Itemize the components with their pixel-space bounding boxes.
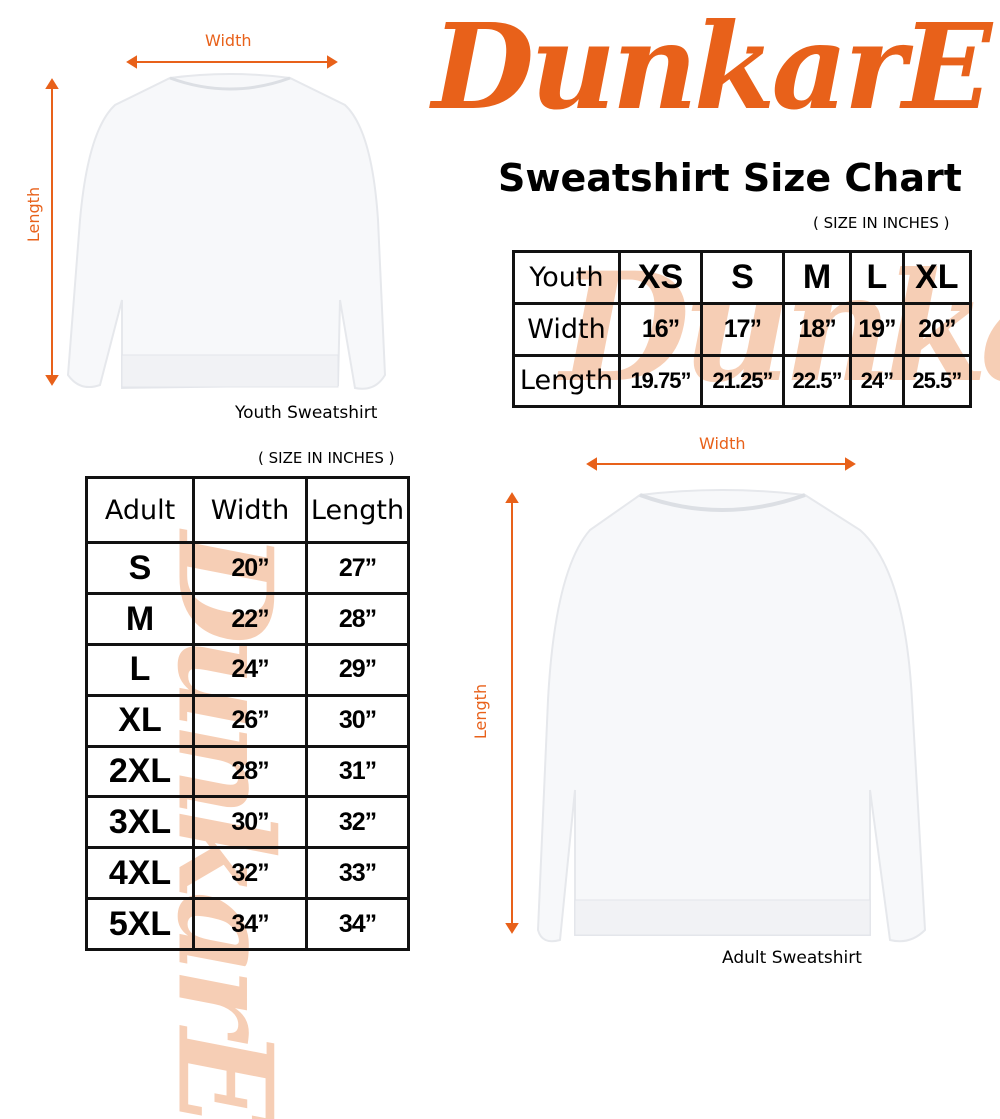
table-cell: 19.75” xyxy=(618,353,703,408)
row-label: S xyxy=(85,541,195,596)
table-row: Width 16” 17” 18” 19” 20” xyxy=(512,302,973,357)
table-cell: 31” xyxy=(305,744,410,799)
adult-units-note: ( SIZE IN INCHES ) xyxy=(258,449,395,467)
adult-length-label: Length xyxy=(471,683,491,740)
table-cell: 33” xyxy=(305,846,410,901)
row-label: Width xyxy=(512,302,621,357)
table-header-row: Youth XS S M L XL xyxy=(512,250,973,305)
header-cell: S xyxy=(699,250,785,305)
table-cell: 27” xyxy=(305,541,410,596)
row-label: L xyxy=(85,643,195,697)
table-header-row: Adult Width Length xyxy=(85,475,410,545)
table-cell: 30” xyxy=(192,795,308,850)
header-cell: L xyxy=(849,250,905,305)
table-cell: 21.25” xyxy=(699,353,785,408)
adult-sweatshirt-illustration xyxy=(505,457,927,943)
adult-size-table: Adult Width Length S 20” 27” M 22” 28” L 24” 29”… xyxy=(85,475,410,951)
table-cell: 24” xyxy=(192,643,308,697)
youth-length-label: Length xyxy=(24,186,44,243)
table-row: XL 26” 30” xyxy=(85,693,410,748)
header-cell: XL xyxy=(901,250,973,305)
table-cell: 28” xyxy=(192,744,308,799)
row-label: 2XL xyxy=(85,744,195,799)
header-cell: XS xyxy=(618,250,703,305)
table-cell: 34” xyxy=(192,897,308,951)
table-cell: 18” xyxy=(781,302,853,357)
youth-length-arrow xyxy=(45,78,59,386)
youth-sweatshirt-illustration xyxy=(45,55,387,390)
adult-length-arrow xyxy=(505,492,519,934)
youth-width-arrow xyxy=(126,55,338,69)
table-cell: 26” xyxy=(192,693,308,748)
table-row: Length 19.75” 21.25” 22.5” 24” 25.5” xyxy=(512,353,973,408)
brand-logo: DunkarE xyxy=(431,0,992,136)
youth-size-table: Youth XS S M L XL Width 16” 17” 18” 19” … xyxy=(512,250,973,408)
table-cell: 22” xyxy=(192,592,308,646)
row-label: Length xyxy=(512,353,621,408)
table-cell: 28” xyxy=(305,592,410,646)
row-label: 5XL xyxy=(85,897,195,951)
table-cell: 25.5” xyxy=(901,353,973,408)
youth-width-label: Width xyxy=(205,31,252,50)
row-label: M xyxy=(85,592,195,646)
header-cell: Width xyxy=(192,475,308,545)
table-row: M 22” 28” xyxy=(85,592,410,646)
table-row: L 24” 29” xyxy=(85,643,410,697)
adult-width-arrow xyxy=(586,457,856,471)
table-cell: 24” xyxy=(849,353,905,408)
table-cell: 29” xyxy=(305,643,410,697)
table-row: S 20” 27” xyxy=(85,541,410,596)
table-cell: 19” xyxy=(849,302,905,357)
adult-caption: Adult Sweatshirt xyxy=(722,948,862,968)
header-cell: M xyxy=(781,250,853,305)
table-cell: 32” xyxy=(192,846,308,901)
table-cell: 32” xyxy=(305,795,410,850)
adult-width-label: Width xyxy=(699,434,746,453)
row-label: 4XL xyxy=(85,846,195,901)
table-cell: 22.5” xyxy=(781,353,853,408)
table-row: 3XL 30” 32” xyxy=(85,795,410,850)
youth-units-note: ( SIZE IN INCHES ) xyxy=(813,214,950,232)
youth-caption: Youth Sweatshirt xyxy=(235,403,378,423)
header-cell: Adult xyxy=(85,475,195,545)
table-row: 4XL 32” 33” xyxy=(85,846,410,901)
table-cell: 30” xyxy=(305,693,410,748)
row-label: 3XL xyxy=(85,795,195,850)
page-title: Sweatshirt Size Chart xyxy=(498,156,962,200)
row-label: XL xyxy=(85,693,195,748)
header-cell: Length xyxy=(305,475,410,545)
table-cell: 20” xyxy=(901,302,973,357)
table-cell: 16” xyxy=(618,302,703,357)
header-cell: Youth xyxy=(512,250,621,305)
table-cell: 34” xyxy=(305,897,410,951)
table-cell: 17” xyxy=(699,302,785,357)
table-cell: 20” xyxy=(192,541,308,596)
table-row: 2XL 28” 31” xyxy=(85,744,410,799)
table-row: 5XL 34” 34” xyxy=(85,897,410,951)
